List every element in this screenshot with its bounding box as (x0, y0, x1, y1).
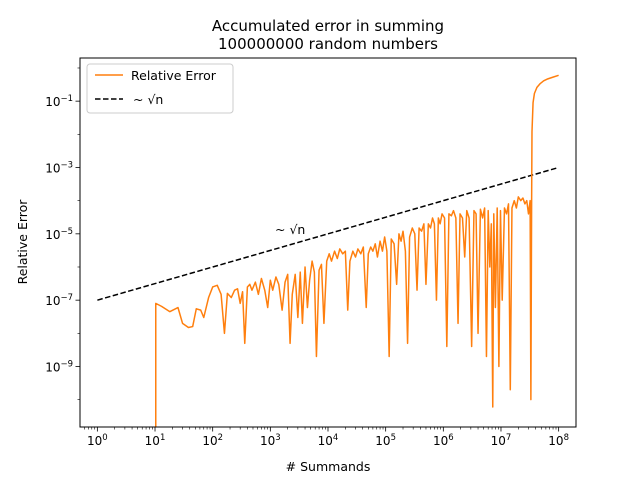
chart-title-line-1: Accumulated error in summing (212, 17, 444, 35)
x-axis-label: # Summands (286, 459, 371, 474)
legend-box (86, 63, 234, 114)
x-tick-label: 100 (87, 433, 108, 448)
x-tick-label: 104 (318, 433, 339, 448)
y-tick-label: 10−1 (45, 94, 73, 109)
x-tick-label: 101 (145, 433, 166, 448)
axes-ticks: 100 101 102 103 104 105 106 107 108 10−9 10−7 10−5 1… (45, 67, 569, 448)
legend: Relative Error ~ √n (86, 63, 234, 114)
x-tick-label: 105 (375, 433, 396, 448)
y-tick-label: 10−3 (45, 160, 73, 175)
x-tick-label: 102 (202, 433, 223, 448)
y-axis-label: Relative Error (15, 199, 30, 285)
series-line-0 (155, 74, 559, 427)
x-tick-label: 106 (433, 433, 454, 448)
legend-label-sqrt-n: ~ √n (133, 92, 163, 107)
x-tick-label: 103 (260, 433, 281, 448)
legend-label-relative-error: Relative Error (131, 68, 217, 83)
y-tick-label: 10−9 (45, 360, 73, 375)
y-tick-label: 10−7 (45, 293, 73, 308)
x-tick-label: 108 (548, 433, 569, 448)
chart-title-line-2: 100000000 random numbers (218, 35, 438, 53)
axes-frame (79, 57, 577, 428)
sqrt-n-annotation: ~ √n (275, 222, 305, 237)
plot-area (97, 74, 559, 427)
x-tick-label: 107 (491, 433, 512, 448)
y-tick-label: 10−5 (45, 227, 73, 242)
